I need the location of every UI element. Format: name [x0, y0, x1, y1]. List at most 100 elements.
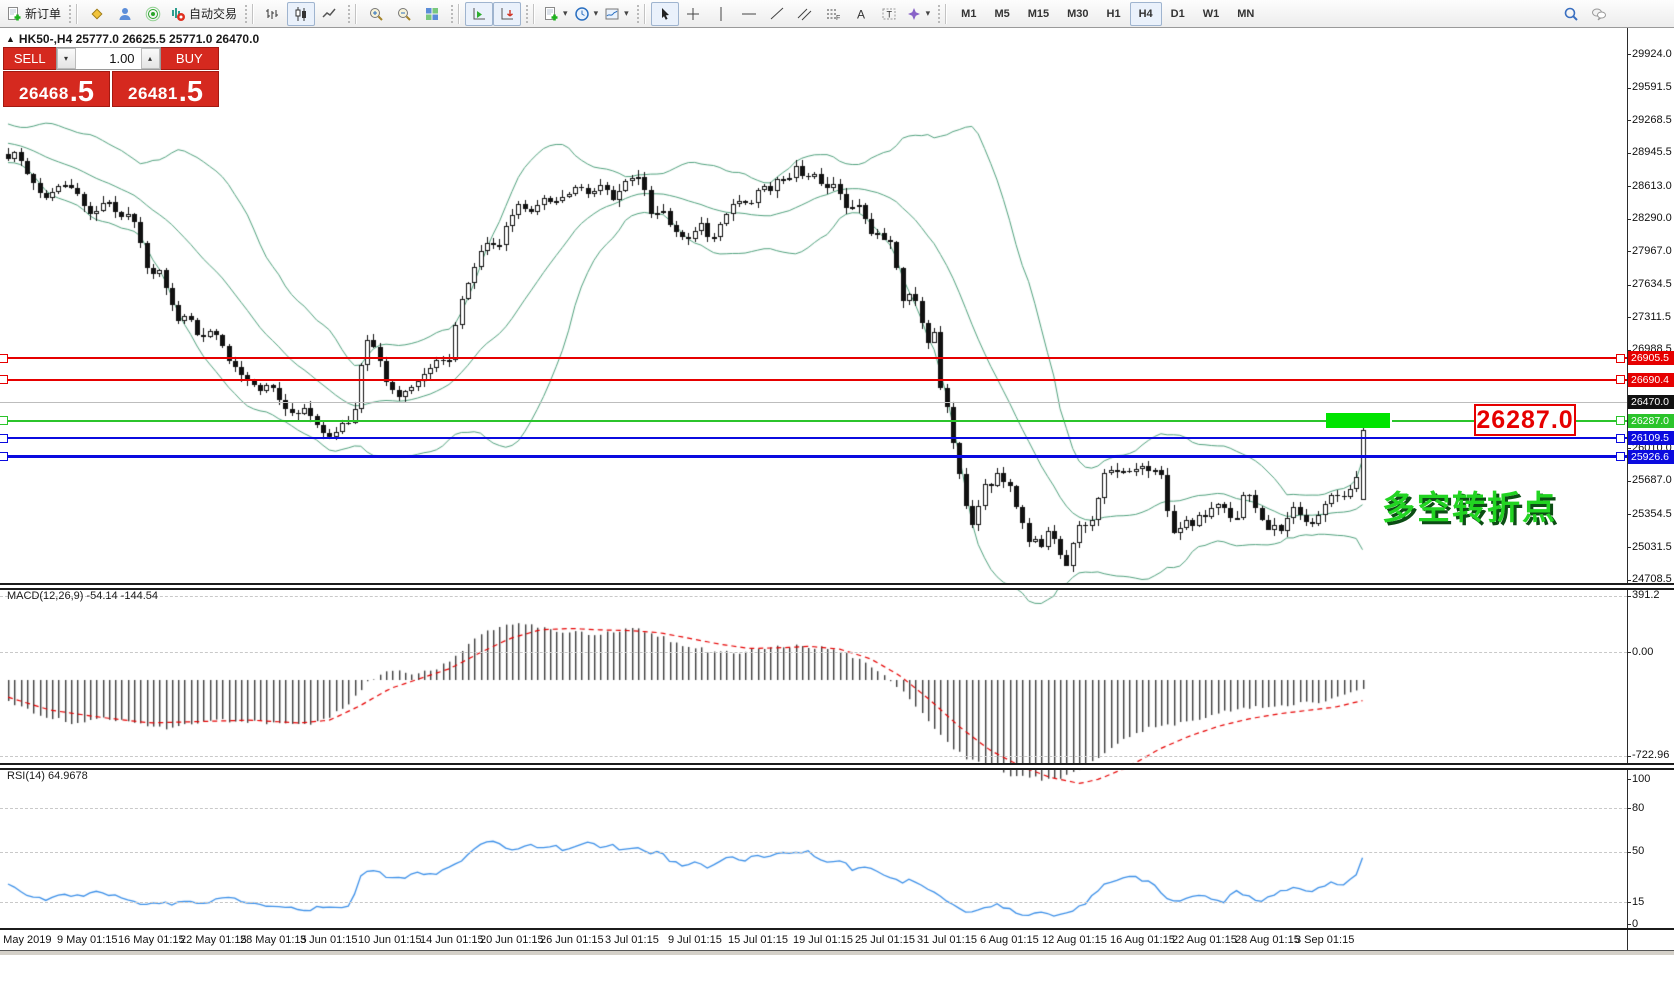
zoom-in-button[interactable] [362, 2, 390, 26]
vline-icon [713, 6, 729, 22]
price-axis-tick-mark [1627, 514, 1631, 516]
support-line-green-end-marker[interactable] [1616, 416, 1625, 426]
time-axis-label: 16 Aug 01:15 [1110, 934, 1175, 946]
profile-button[interactable] [111, 2, 139, 26]
periods-button[interactable]: ▾ [571, 2, 602, 26]
resistance-line-2-end-marker[interactable] [1616, 375, 1625, 385]
support-line-green-start-marker[interactable] [0, 416, 8, 426]
symbol-ohlc-text: HK50-,H4 25777.0 26625.5 25771.0 26470.0 [18, 32, 260, 46]
tf-m30-button[interactable]: M30 [1058, 2, 1097, 26]
vline-button[interactable] [707, 2, 735, 26]
toolbar-drag-handle[interactable] [68, 3, 74, 24]
price-axis-tick-mark [1627, 251, 1631, 253]
new-order-button[interactable]: 新订单 [3, 2, 64, 26]
support-line-blue-2-start-marker[interactable] [0, 452, 8, 462]
channel-button[interactable] [791, 2, 819, 26]
trendline-button[interactable] [763, 2, 791, 26]
toolbar-drag-handle[interactable] [450, 3, 456, 24]
support-line-blue-2-end-marker[interactable] [1616, 452, 1625, 462]
price-axis-tick-label: 25354.5 [1632, 507, 1672, 520]
support-line-blue-1-price-tag: 26109.5 [1628, 431, 1674, 446]
price-axis-tick-mark [1627, 152, 1631, 154]
macd-grid-level [0, 652, 1627, 653]
turning-point-annotation[interactable]: 多空转折点 [1382, 489, 1557, 526]
price-axis-tick-mark [1627, 448, 1631, 450]
svg-text:F: F [836, 15, 840, 22]
toolbar-separator [945, 3, 948, 24]
price-axis-tick-label: 29268.5 [1632, 113, 1672, 126]
one-click-toggle-icon[interactable]: ▲ [6, 34, 15, 44]
line-chart-button[interactable] [315, 2, 343, 26]
price-axis-tick-mark [1627, 579, 1631, 581]
text-label-button[interactable]: T [875, 2, 903, 26]
chart-canvas[interactable] [0, 28, 1674, 983]
chart-shift-button[interactable] [493, 1, 522, 26]
resistance-line-2[interactable] [0, 378, 1627, 381]
chat-button[interactable] [1585, 2, 1613, 26]
pane-divider-macd[interactable] [0, 583, 1674, 590]
templates-button[interactable]: ▾ [601, 2, 632, 26]
price-axis-tick-mark [1627, 547, 1631, 549]
scroll-to-end-button[interactable] [465, 1, 494, 26]
resistance-line-1[interactable] [0, 357, 1627, 360]
volume-increase-button[interactable]: ▴ [140, 48, 160, 69]
arrowobj-icon [906, 6, 922, 22]
docplus-icon [543, 6, 559, 22]
signals-button[interactable] [139, 2, 167, 26]
price-axis-tick-label: 27634.5 [1632, 278, 1672, 291]
toolbar-group: 新订单 [0, 0, 67, 27]
tf-m5-button[interactable]: M5 [985, 2, 1018, 26]
crosshair-button[interactable] [679, 2, 707, 26]
rsi-axis-tick-mark [1627, 851, 1631, 853]
autotrade-button[interactable]: 自动交易 [167, 2, 240, 26]
indicators-button[interactable]: ▾ [540, 2, 571, 26]
support-line-blue-2[interactable] [0, 455, 1627, 459]
candle-chart-button[interactable] [287, 1, 316, 26]
toolbar-drag-handle[interactable] [525, 3, 531, 24]
volume-input[interactable]: 1.00 [109, 51, 135, 66]
resistance-line-2-start-marker[interactable] [0, 375, 8, 385]
pane-divider-rsi[interactable] [0, 763, 1674, 770]
tf-m1-button[interactable]: M1 [952, 2, 985, 26]
zoom-out-button[interactable] [390, 2, 418, 26]
sell-button[interactable]: SELL [3, 47, 56, 70]
buy-price[interactable]: 26481 .5 [112, 71, 219, 107]
bar-chart-button[interactable] [259, 2, 287, 26]
text-button[interactable]: A [847, 2, 875, 26]
tf-h1-button[interactable]: H1 [1098, 2, 1130, 26]
toolbar-group: M1 M5 M15 M30 H1 H4 D1 W1 MN [949, 0, 1266, 27]
alert-button[interactable] [83, 2, 111, 26]
tf-mn-button[interactable]: MN [1228, 2, 1263, 26]
toolbar-drag-handle[interactable] [244, 3, 250, 24]
hline-button[interactable] [735, 2, 763, 26]
tf-h4-button[interactable]: H4 [1129, 1, 1162, 26]
support-line-green[interactable] [0, 419, 1326, 422]
trend-icon [769, 6, 785, 22]
resistance-line-1-start-marker[interactable] [0, 353, 8, 363]
cursor-button[interactable] [650, 1, 679, 26]
macd-grid-level [0, 755, 1627, 757]
rsi-axis-tick-mark [1627, 808, 1631, 809]
toolbar-drag-handle[interactable] [937, 3, 943, 24]
sell-price[interactable]: 26468 .5 [3, 71, 110, 107]
tile-windows-button[interactable] [418, 2, 446, 26]
toolbar-drag-handle[interactable] [347, 3, 353, 24]
time-axis-label: 28 May 01:15 [240, 934, 307, 946]
tf-m15-button[interactable]: M15 [1019, 2, 1058, 26]
support-line-blue-1-end-marker[interactable] [1616, 433, 1625, 443]
support-line-blue-1-start-marker[interactable] [0, 433, 8, 443]
tf-d1-button[interactable]: D1 [1162, 2, 1194, 26]
toolbar-drag-handle[interactable] [635, 3, 641, 24]
arrows-button[interactable]: ▾ [903, 2, 934, 26]
resistance-line-1-end-marker[interactable] [1616, 353, 1625, 363]
autotrade-button-label: 自动交易 [189, 7, 238, 21]
buy-button[interactable]: BUY [160, 47, 219, 70]
support-line-blue-1[interactable] [0, 437, 1627, 440]
fibonacci-button[interactable]: F [819, 2, 847, 26]
tf-w1-button[interactable]: W1 [1194, 2, 1229, 26]
one-click-trade-panel: SELL ▾ 1.00 ▴ BUY 26468 .5 26481 .5 [3, 47, 219, 107]
highlight-rectangle[interactable] [1326, 413, 1390, 428]
price-callout-label[interactable]: 26287.0 [1474, 404, 1576, 436]
volume-decrease-button[interactable]: ▾ [56, 48, 76, 69]
search-button[interactable] [1557, 2, 1585, 26]
